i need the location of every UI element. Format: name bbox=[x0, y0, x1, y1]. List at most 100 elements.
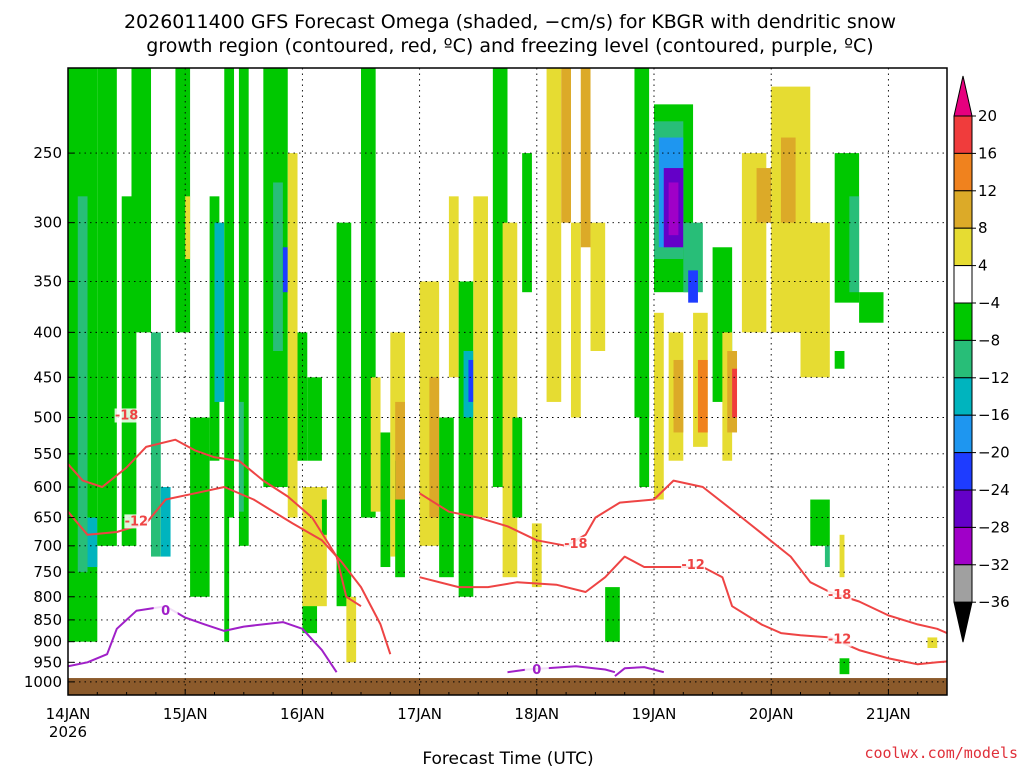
dgz-contour-label-bg bbox=[827, 632, 852, 647]
ground-terrain bbox=[68, 678, 947, 695]
colorbar-label: −20 bbox=[978, 444, 1010, 462]
omega-cell bbox=[605, 587, 620, 642]
dgz-contour-label-bg bbox=[114, 408, 139, 423]
omega-cell bbox=[570, 222, 581, 418]
dgz-contour-label-bg bbox=[827, 587, 852, 602]
colorbar-label: −24 bbox=[978, 481, 1010, 499]
colorbar-label: 12 bbox=[978, 182, 997, 200]
dgz-contour-line bbox=[68, 438, 362, 608]
x-tick-label: 17JAN bbox=[397, 705, 442, 723]
dgz-contour-label: -12 bbox=[125, 514, 149, 529]
omega-cell bbox=[531, 523, 542, 588]
omega-cell bbox=[287, 153, 298, 518]
freezing-contour-label-bg bbox=[524, 663, 549, 678]
omega-cell bbox=[458, 281, 474, 597]
omega-cell bbox=[190, 417, 210, 597]
omega-cell bbox=[473, 196, 488, 518]
omega-cell bbox=[780, 137, 796, 223]
colorbar-bin bbox=[953, 302, 973, 341]
colorbar-bin bbox=[953, 526, 973, 566]
dgz-contour-line bbox=[419, 479, 831, 593]
omega-cell bbox=[849, 196, 860, 293]
omega-cell bbox=[429, 377, 440, 518]
x-tick-label: 19JAN bbox=[632, 705, 677, 723]
omega-cell bbox=[668, 182, 679, 236]
omega-cell bbox=[824, 545, 830, 568]
omega-cell bbox=[97, 68, 117, 546]
omega-cell bbox=[688, 270, 698, 303]
colorbar-bin bbox=[953, 227, 973, 267]
omega-cell bbox=[502, 222, 518, 578]
omega-cell bbox=[859, 292, 884, 323]
dgz-contour-line bbox=[419, 555, 830, 639]
omega-cell bbox=[522, 153, 532, 293]
y-tick-label: 950 bbox=[33, 653, 62, 671]
y-tick-label: 900 bbox=[33, 633, 62, 651]
colorbar-label: −32 bbox=[978, 556, 1010, 574]
y-tick-label: 250 bbox=[33, 144, 62, 162]
omega-cell bbox=[839, 534, 845, 578]
freezing-contour-line bbox=[614, 666, 665, 677]
omega-cell bbox=[380, 432, 391, 568]
x-axis-label: Forecast Time (UTC) bbox=[422, 749, 593, 768]
y-tick-label: 750 bbox=[33, 563, 62, 581]
y-tick-label: 650 bbox=[33, 509, 62, 527]
colorbar-min-triangle bbox=[953, 601, 973, 643]
chart-title-line-1: 2026011400 GFS Forecast Omega (shaded, −… bbox=[124, 11, 896, 33]
y-tick-label: 400 bbox=[33, 323, 62, 341]
dgz-contour-line bbox=[68, 486, 392, 655]
colorbar-label: −16 bbox=[978, 406, 1010, 424]
omega-cell bbox=[282, 247, 288, 293]
y-tick-label: 550 bbox=[33, 445, 62, 463]
omega-cell bbox=[175, 68, 191, 333]
y-tick-label: 350 bbox=[33, 272, 62, 290]
omega-cell bbox=[238, 68, 249, 546]
colorbar-label: 16 bbox=[978, 144, 997, 162]
omega-cell bbox=[273, 182, 283, 351]
chart-title-line-2: growth region (contoured, red, ºC) and f… bbox=[146, 35, 873, 57]
colorbar-bin bbox=[953, 489, 973, 528]
omega-cell bbox=[634, 68, 650, 418]
y-tick-label: 500 bbox=[33, 408, 62, 426]
y-tick-label: 1000 bbox=[24, 673, 62, 691]
ground-fill bbox=[68, 678, 947, 695]
omega-cell bbox=[336, 222, 352, 607]
dgz-contour-label: -18 bbox=[564, 537, 588, 552]
dgz-contour-label: -12 bbox=[828, 633, 852, 648]
omega-cell bbox=[732, 368, 738, 418]
y-tick-label: 700 bbox=[33, 537, 62, 555]
omega-cell bbox=[810, 499, 830, 546]
omega-cell bbox=[756, 168, 772, 223]
omega-cell bbox=[800, 222, 830, 378]
omega-cell bbox=[307, 377, 322, 461]
dgz-contour-label: -18 bbox=[115, 408, 139, 423]
omega-cell bbox=[697, 359, 708, 433]
omega-cell bbox=[561, 68, 571, 223]
credit-text: coolwx.com/models bbox=[864, 744, 1018, 762]
y-tick-label: 600 bbox=[33, 478, 62, 496]
dendritic-growth-contours: -18 -12 -18 -12 -18 -12 bbox=[68, 408, 947, 666]
omega-cell bbox=[224, 68, 235, 518]
omega-cell bbox=[834, 350, 845, 369]
omega-cell bbox=[238, 401, 244, 512]
omega-cell bbox=[727, 350, 738, 433]
colorbar-label: −8 bbox=[978, 331, 1000, 349]
omega-cell bbox=[468, 359, 474, 402]
grid-lines bbox=[67, 68, 947, 695]
x-tick-label: 18JAN bbox=[514, 705, 559, 723]
omega-cell bbox=[346, 596, 357, 663]
colorbar-label: 4 bbox=[978, 257, 988, 275]
colorbar-label: 20 bbox=[978, 107, 997, 125]
dgz-contour-label: -18 bbox=[828, 588, 852, 603]
omega-cell bbox=[654, 312, 664, 500]
colorbar-bin bbox=[953, 414, 973, 454]
omega-shading bbox=[68, 68, 938, 675]
omega-cell bbox=[370, 377, 381, 512]
colorbar-bin bbox=[953, 377, 973, 416]
dgz-contour-label-bg bbox=[563, 536, 588, 551]
y-tick-label: 800 bbox=[33, 588, 62, 606]
colorbar-max-triangle bbox=[953, 75, 973, 117]
dgz-contour-label: -12 bbox=[681, 558, 705, 573]
omega-cell bbox=[546, 68, 562, 402]
